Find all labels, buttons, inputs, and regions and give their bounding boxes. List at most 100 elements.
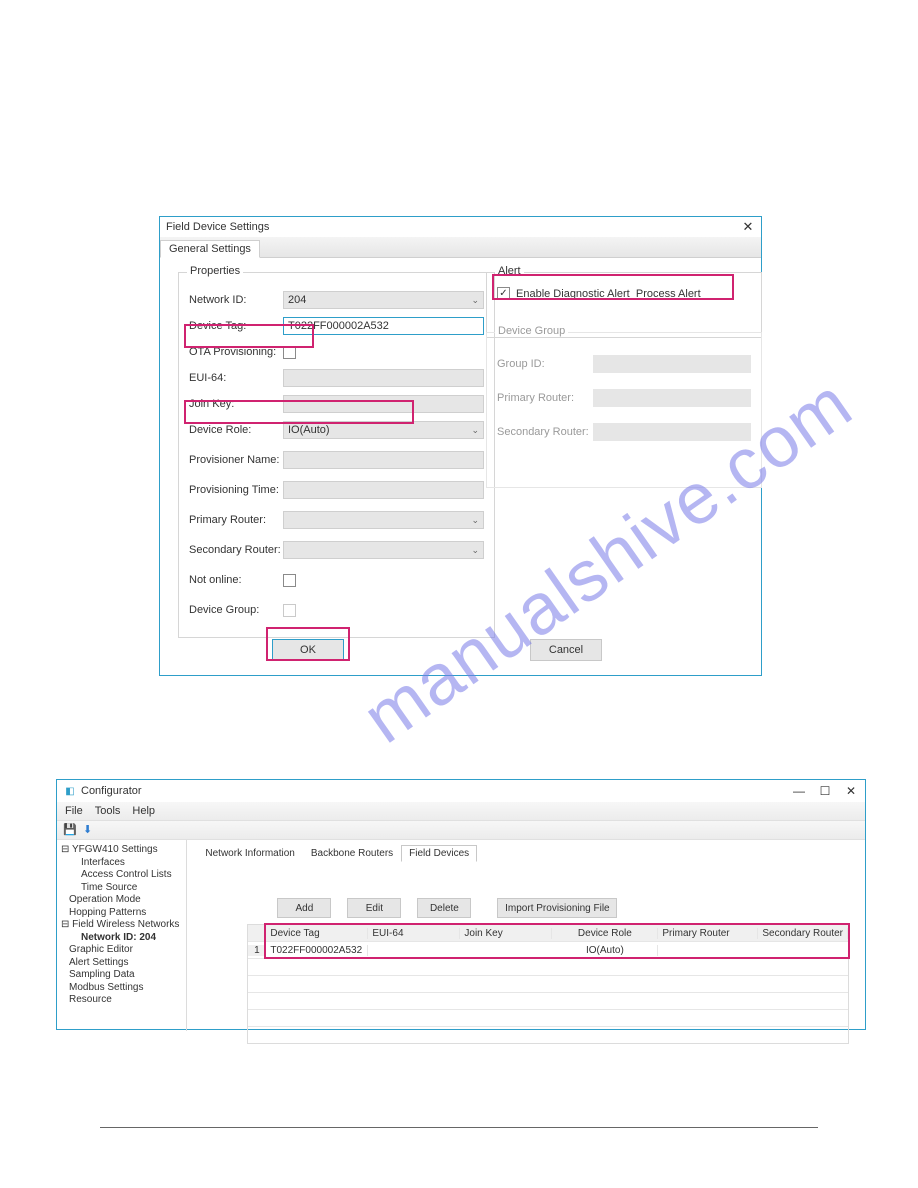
network-id-select[interactable]: 204 ⌄: [283, 291, 484, 309]
tree-item-hopping[interactable]: Hopping Patterns: [59, 907, 184, 920]
nav-tree: ⊟ YFGW410 Settings Interfaces Access Con…: [57, 840, 187, 1031]
properties-fieldset: Properties Network ID: 204 ⌄ Device Tag:…: [178, 272, 495, 638]
tab-backbone-routers[interactable]: Backbone Routers: [303, 845, 401, 862]
dialog-titlebar: Field Device Settings ✕: [160, 217, 761, 237]
join-key-label: Join Key:: [189, 398, 283, 410]
eui64-input: [283, 369, 484, 387]
tab-field-devices[interactable]: Field Devices: [401, 845, 477, 862]
toolbar: 💾 ⬇: [57, 821, 865, 840]
properties-title: Properties: [187, 265, 243, 277]
maximize-icon[interactable]: ☐: [817, 784, 833, 798]
cancel-button[interactable]: Cancel: [530, 639, 602, 661]
group-id-select: [593, 355, 751, 373]
tab-network-information[interactable]: Network Information: [197, 845, 302, 862]
group-secondary-router-select: [593, 423, 751, 441]
not-online-checkbox[interactable]: [283, 574, 296, 587]
tree-item-acl[interactable]: Access Control Lists: [59, 869, 184, 882]
tree-item-opmode[interactable]: Operation Mode: [59, 894, 184, 907]
device-group-checkbox: [283, 604, 296, 617]
col-device-tag: Device Tag: [266, 928, 368, 939]
enable-diagnostic-alert-checkbox[interactable]: ✓: [497, 287, 510, 300]
device-tag-value: T022FF000002A532: [288, 320, 389, 332]
join-key-input: [283, 395, 484, 413]
close-icon[interactable]: ✕: [741, 219, 755, 235]
menubar: File Tools Help: [57, 802, 865, 821]
chevron-down-icon: ⌄: [471, 545, 479, 556]
col-secondary-router: Secondary Router: [758, 928, 848, 939]
provisioner-name-label: Provisioner Name:: [189, 454, 283, 466]
tree-item-modbus[interactable]: Modbus Settings: [59, 982, 184, 995]
tree-item-root[interactable]: ⊟ YFGW410 Settings: [59, 844, 184, 857]
tree-item-interfaces[interactable]: Interfaces: [59, 857, 184, 870]
cell-device-tag: T022FF000002A532: [266, 945, 368, 956]
chevron-down-icon: ⌄: [471, 515, 479, 526]
enable-diagnostic-alert-label: Enable Diagnostic Alert_Process Alert: [516, 288, 701, 300]
group-primary-router-label: Primary Router:: [497, 392, 593, 404]
primary-router-label: Primary Router:: [189, 514, 283, 526]
ok-button[interactable]: OK: [272, 639, 344, 661]
device-tag-label: Device Tag:: [189, 320, 283, 332]
devices-table: Device Tag EUI-64 Join Key Device Role P…: [247, 924, 849, 1044]
device-group-fieldset: Device Group Group ID: Primary Router: S…: [486, 332, 762, 488]
ota-provisioning-label: OTA Provisioning:: [189, 346, 283, 358]
provisioner-name-input: [283, 451, 484, 469]
app-icon: ◧: [63, 784, 77, 798]
provisioning-time-label: Provisioning Time:: [189, 484, 283, 496]
download-icon[interactable]: ⬇: [83, 823, 97, 837]
field-device-settings-dialog: Field Device Settings ✕ General Settings…: [159, 216, 762, 676]
tree-item-timesource[interactable]: Time Source: [59, 882, 184, 895]
content-tabs: Network Information Backbone Routers Fie…: [197, 844, 855, 862]
chevron-down-icon: ⌄: [471, 295, 479, 306]
device-role-label: Device Role:: [189, 424, 283, 436]
minimize-icon[interactable]: —: [791, 784, 807, 798]
add-button[interactable]: Add: [277, 898, 331, 918]
save-icon[interactable]: 💾: [63, 823, 77, 837]
device-tag-input[interactable]: T022FF000002A532: [283, 317, 484, 335]
alert-title: Alert: [495, 265, 524, 277]
device-group-label: Device Group:: [189, 604, 283, 616]
tree-item-alert-settings[interactable]: Alert Settings: [59, 957, 184, 970]
col-eui64: EUI-64: [368, 928, 460, 939]
tab-general-settings[interactable]: General Settings: [160, 240, 260, 258]
table-row: [248, 1009, 848, 1026]
configurator-window: ◧ Configurator — ☐ ✕ File Tools Help 💾 ⬇…: [56, 779, 866, 1030]
tree-item-network-id[interactable]: Network ID: 204: [59, 932, 184, 945]
tree-item-graphic-editor[interactable]: Graphic Editor: [59, 944, 184, 957]
device-role-select[interactable]: IO(Auto) ⌄: [283, 421, 484, 439]
dialog-title: Field Device Settings: [166, 221, 269, 233]
col-device-role: Device Role: [552, 928, 658, 939]
menu-file[interactable]: File: [65, 805, 83, 817]
delete-button[interactable]: Delete: [417, 898, 471, 918]
col-join-key: Join Key: [460, 928, 552, 939]
main-panel: Network Information Backbone Routers Fie…: [187, 840, 865, 1031]
menu-help[interactable]: Help: [132, 805, 155, 817]
tree-item-sampling-data[interactable]: Sampling Data: [59, 969, 184, 982]
network-id-value: 204: [288, 294, 306, 306]
table-row[interactable]: 1 T022FF000002A532 IO(Auto): [248, 941, 848, 958]
group-id-label: Group ID:: [497, 358, 593, 370]
window-title: Configurator: [81, 785, 142, 797]
window-titlebar: ◧ Configurator — ☐ ✕: [57, 780, 865, 802]
import-provisioning-button[interactable]: Import Provisioning File: [497, 898, 617, 918]
group-secondary-router-label: Secondary Router:: [497, 426, 593, 438]
device-group-title: Device Group: [495, 325, 568, 337]
device-role-value: IO(Auto): [288, 424, 330, 436]
not-online-label: Not online:: [189, 574, 283, 586]
primary-router-select[interactable]: ⌄: [283, 511, 484, 529]
secondary-router-select[interactable]: ⌄: [283, 541, 484, 559]
ota-provisioning-checkbox[interactable]: [283, 346, 296, 359]
edit-button[interactable]: Edit: [347, 898, 401, 918]
row-index: 1: [248, 945, 266, 956]
provisioning-time-input: [283, 481, 484, 499]
tree-item-resource[interactable]: Resource: [59, 994, 184, 1007]
tree-item-fwn[interactable]: ⊟ Field Wireless Networks: [59, 919, 184, 932]
chevron-down-icon: ⌄: [471, 425, 479, 436]
eui64-label: EUI-64:: [189, 372, 283, 384]
network-id-label: Network ID:: [189, 294, 283, 306]
menu-tools[interactable]: Tools: [95, 805, 121, 817]
secondary-router-label: Secondary Router:: [189, 544, 283, 556]
close-icon[interactable]: ✕: [843, 784, 859, 798]
group-primary-router-select: [593, 389, 751, 407]
table-row: [248, 992, 848, 1009]
table-row: [248, 1026, 848, 1043]
